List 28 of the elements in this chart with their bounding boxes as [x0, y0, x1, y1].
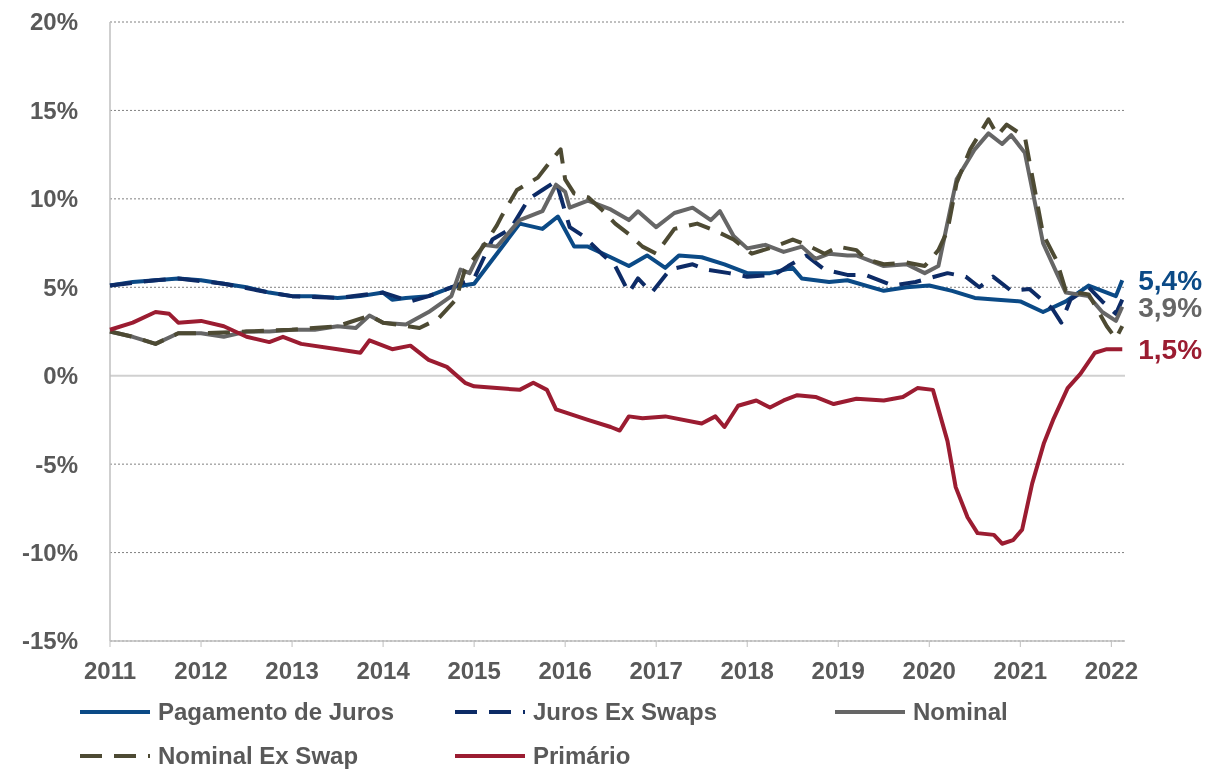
legend-label: Nominal	[913, 698, 1008, 726]
x-tick-label: 2018	[720, 657, 774, 684]
y-tick-label: 0%	[43, 362, 78, 390]
y-tick-label: 20%	[29, 8, 78, 36]
legend-label: Nominal Ex Swap	[158, 742, 359, 769]
y-tick-label: 5%	[43, 273, 78, 301]
data-label: 5,4%	[1138, 265, 1203, 297]
y-tick-label: -10%	[21, 538, 78, 566]
y-tick-label: -15%	[21, 627, 78, 655]
data-label: 1,5%	[1138, 333, 1203, 365]
legend-label: Primário	[533, 742, 631, 769]
line-series	[108, 310, 1125, 546]
legend-label: Juros Ex Swaps	[533, 698, 718, 726]
x-tick-label: 2016	[538, 657, 592, 684]
y-tick-label: 15%	[29, 96, 78, 124]
x-tick-label: 2015	[447, 657, 501, 684]
x-tick-label: 2020	[902, 657, 956, 684]
y-tick-label: 10%	[29, 185, 78, 213]
legend-label: Pagamento de Juros	[158, 698, 395, 726]
x-tick-label: 2012	[174, 657, 228, 684]
y-tick-label: -5%	[35, 450, 78, 478]
x-tick-label: 2013	[265, 657, 319, 684]
x-tick-label: 2014	[356, 657, 411, 684]
x-tick-label: 2021	[993, 657, 1048, 684]
x-tick-label: 2019	[811, 657, 865, 684]
x-tick-label: 2011	[83, 657, 137, 684]
x-tick-label: 2022	[1084, 657, 1139, 684]
x-tick-label: 2017	[629, 657, 683, 684]
